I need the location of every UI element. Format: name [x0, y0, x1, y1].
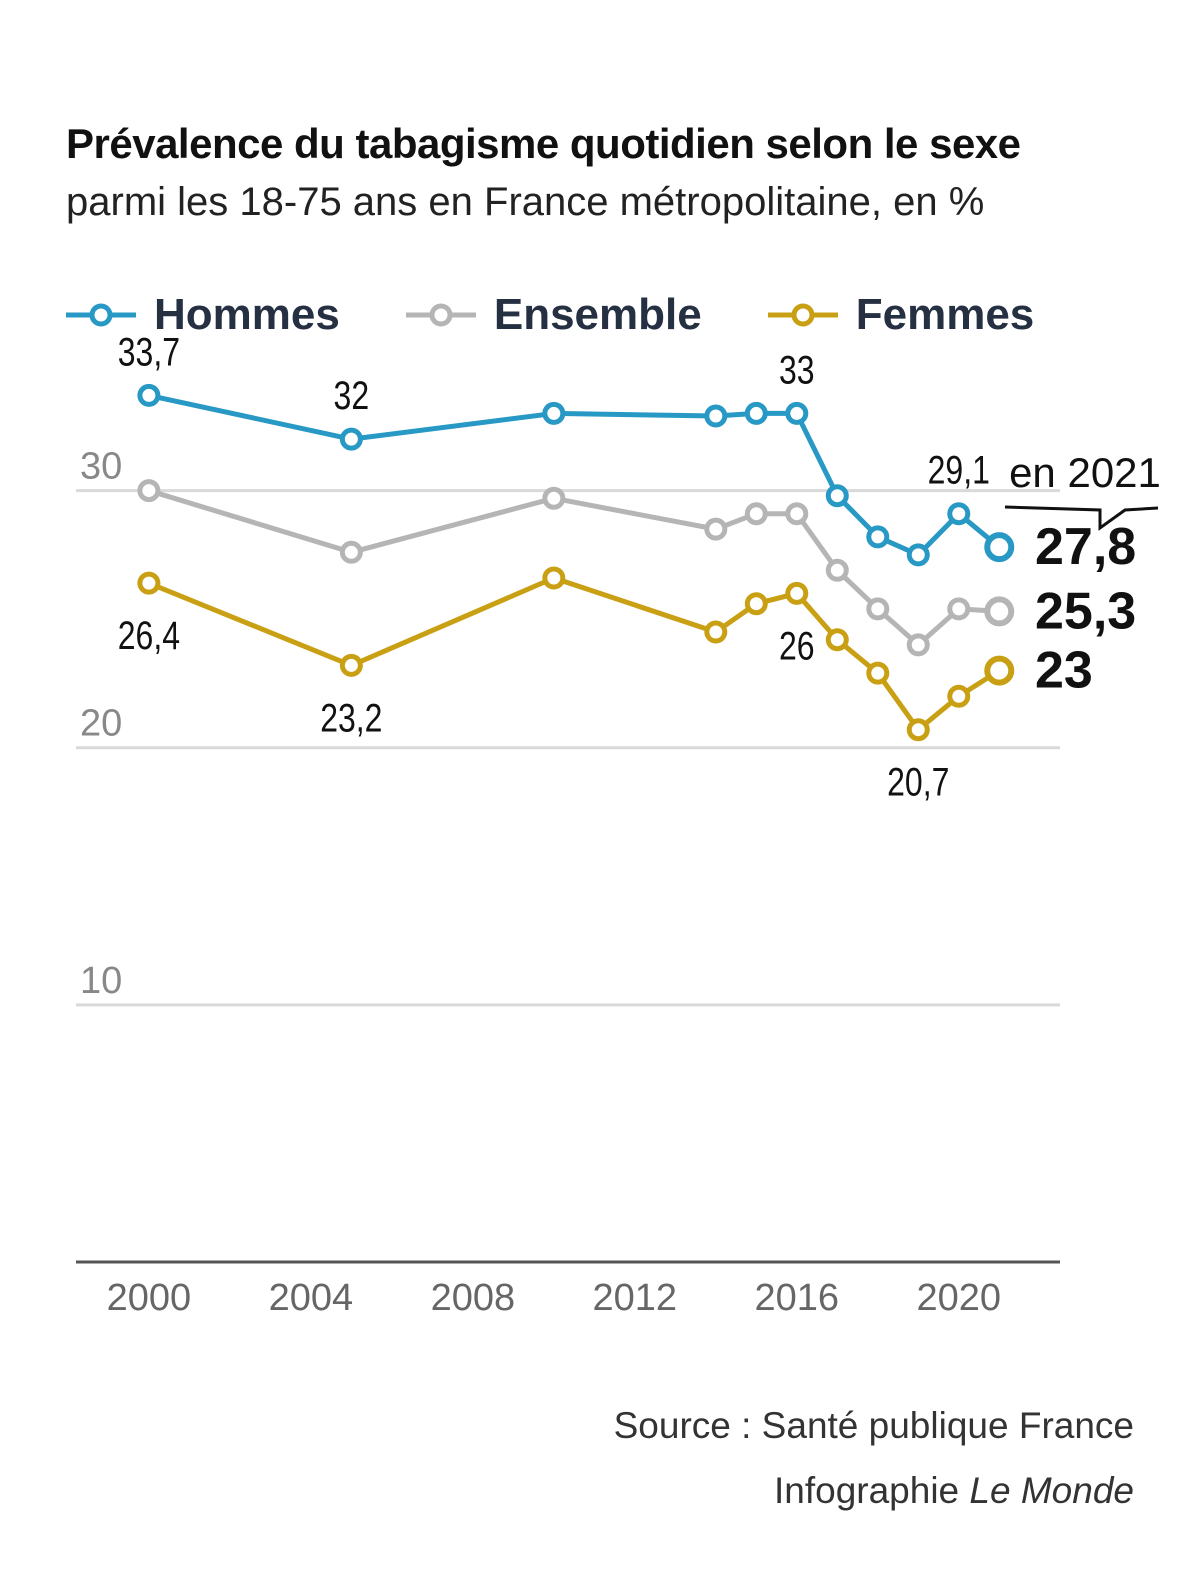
- data-point-ensemble-2014: [704, 517, 728, 541]
- data-point-femmes-2016: [785, 581, 809, 605]
- data-point-femmes-2000: [137, 571, 161, 595]
- series-line-ensemble: [148, 488, 1000, 648]
- data-point-femmes-2010: [542, 566, 566, 590]
- data-label-femmes-2005: 23,2: [320, 695, 382, 740]
- data-point-ensemble-2015: [744, 502, 768, 526]
- legend-label-ensemble: Ensemble: [493, 290, 702, 339]
- data-point-femmes-2019: [906, 718, 930, 742]
- data-label-hommes-2000: 33,7: [118, 329, 180, 374]
- data-point-ensemble-2019: [906, 633, 930, 657]
- data-label-hommes-2005: 32: [334, 373, 370, 418]
- data-point-ensemble-2016: [785, 502, 809, 526]
- legend-item-femmes: Femmes: [767, 290, 1035, 340]
- data-label-femmes-2000: 26,4: [118, 613, 180, 658]
- data-point-ensemble-2017: [825, 558, 849, 582]
- credit-line: Infographie Le Monde: [774, 1470, 1134, 1512]
- credit-prefix: Infographie: [773, 1470, 970, 1511]
- data-point-ensemble-2005: [339, 540, 363, 564]
- chart-subtitle: parmi les 18-75 ans en France métropolit…: [66, 180, 985, 224]
- legend-marker-ensemble-icon: [405, 303, 476, 327]
- data-point-ensemble-2000: [137, 479, 161, 503]
- data-point-hommes-2019: [906, 543, 930, 567]
- source-line: Source : Santé publique France: [613, 1405, 1134, 1446]
- data-point-ensemble-2020: [947, 597, 971, 621]
- end-annotation-bracket: [1004, 505, 1159, 531]
- y-tick-label-30: 30: [80, 446, 122, 488]
- data-point-femmes-2005: [339, 653, 363, 677]
- data-point-hommes-2010: [542, 401, 566, 425]
- data-point-femmes-2017: [825, 628, 849, 652]
- data-point-femmes-2015: [744, 592, 768, 616]
- legend-item-hommes: Hommes: [66, 290, 340, 340]
- x-tick-label-2020: 2020: [916, 1277, 1001, 1319]
- data-point-hommes-2016: [785, 401, 809, 425]
- legend-label-femmes: Femmes: [855, 290, 1035, 339]
- data-point-hommes-2015: [744, 401, 768, 425]
- data-point-femmes-2018: [866, 661, 890, 685]
- end-label-femmes: 23: [1035, 642, 1093, 700]
- data-label-femmes-2019: 20,7: [887, 759, 949, 804]
- x-tick-label-2016: 2016: [755, 1277, 840, 1319]
- legend-item-ensemble: Ensemble: [405, 290, 702, 340]
- end-label-ensemble: 25,3: [1035, 582, 1136, 640]
- data-point-hommes-2021: [984, 532, 1015, 563]
- x-tick-label-2000: 2000: [107, 1277, 192, 1319]
- data-point-hommes-2000: [137, 383, 161, 407]
- data-point-hommes-2017: [825, 484, 849, 508]
- legend-marker-femmes-icon: [767, 303, 838, 327]
- data-point-femmes-2014: [704, 620, 728, 644]
- data-point-ensemble-2010: [542, 486, 566, 510]
- data-point-hommes-2014: [704, 404, 728, 428]
- data-point-hommes-2018: [866, 525, 890, 549]
- credit-name: Le Monde: [969, 1470, 1134, 1511]
- x-tick-label-2004: 2004: [269, 1277, 354, 1319]
- data-point-hommes-2020: [947, 502, 971, 526]
- y-tick-label-20: 20: [80, 703, 122, 745]
- data-label-hommes-2016: 33: [779, 347, 815, 392]
- legend-label-hommes: Hommes: [154, 290, 340, 339]
- x-tick-label-2012: 2012: [593, 1277, 678, 1319]
- legend: Hommes Ensemble Femmes: [66, 285, 1100, 345]
- data-point-hommes-2005: [339, 427, 363, 451]
- legend-marker-hommes-icon: [66, 303, 136, 327]
- y-tick-label-10: 10: [80, 960, 122, 1002]
- data-label-hommes-2020: 29,1: [928, 447, 990, 492]
- data-point-ensemble-2018: [866, 597, 890, 621]
- chart-title: Prévalence du tabagisme quotidien selon …: [66, 120, 1021, 167]
- x-tick-label-2008: 2008: [431, 1277, 516, 1319]
- end-annotation-label: en 2021: [1009, 449, 1161, 496]
- data-point-ensemble-2021: [984, 596, 1015, 627]
- data-point-femmes-2021: [984, 655, 1015, 686]
- data-label-femmes-2016: 26: [779, 623, 815, 668]
- data-point-femmes-2020: [947, 684, 971, 708]
- end-label-hommes: 27,8: [1035, 518, 1136, 576]
